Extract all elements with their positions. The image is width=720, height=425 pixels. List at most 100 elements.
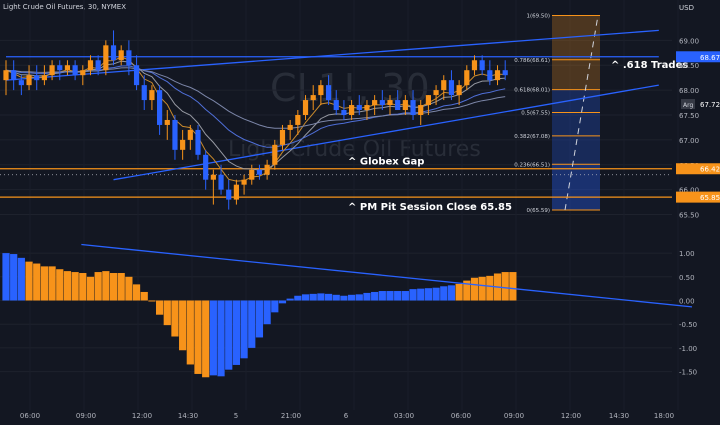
candle-body[interactable] (410, 100, 416, 115)
candle-body[interactable] (87, 60, 94, 71)
candle-body[interactable] (471, 60, 478, 71)
candle-body[interactable] (395, 100, 401, 111)
moving-average-2 (5, 60, 506, 171)
candle-body[interactable] (441, 80, 447, 91)
candle-body[interactable] (387, 100, 393, 106)
arg-tag-label: Arg (683, 102, 693, 109)
candle-body[interactable] (479, 60, 485, 71)
price-tag-label: 68.67 (700, 54, 720, 62)
candle-body[interactable] (279, 129, 286, 145)
candle-body[interactable] (333, 100, 339, 111)
candle-body[interactable] (133, 65, 140, 86)
time-tick-label: 6 (344, 412, 349, 420)
candle-body[interactable] (126, 50, 132, 66)
oscillator-bar (10, 254, 18, 301)
oscillator-bar (278, 300, 287, 304)
oscillator-bar (478, 276, 486, 301)
oscillator-bar (48, 266, 56, 301)
candle-body[interactable] (256, 169, 263, 175)
candle-body[interactable] (64, 65, 71, 71)
candle-body[interactable] (218, 174, 224, 190)
candle-body[interactable] (187, 129, 193, 140)
candle-body[interactable] (172, 119, 178, 150)
oscillator-bar (294, 295, 302, 301)
candle-body[interactable] (372, 100, 378, 106)
candle-body[interactable] (402, 100, 408, 111)
candle-body[interactable] (226, 189, 232, 200)
time-tick-label: 12:00 (561, 412, 581, 420)
candle-body[interactable] (195, 129, 201, 155)
oscillator-bar (470, 277, 479, 301)
fib-zone-middle (552, 89, 600, 165)
candle-body[interactable] (72, 65, 78, 76)
oscillator-bar (171, 300, 179, 337)
candle-body[interactable] (287, 124, 293, 130)
candle-body[interactable] (264, 164, 270, 175)
candle-body[interactable] (379, 100, 385, 106)
candle-body[interactable] (425, 95, 431, 106)
candle-body[interactable] (18, 80, 24, 86)
candle-body[interactable] (210, 174, 216, 180)
oscillator-bar (255, 300, 264, 338)
oscillator-bar (371, 291, 379, 301)
oscillator-bar (401, 291, 409, 301)
price-tag (676, 191, 720, 203)
candle-body[interactable] (34, 75, 40, 81)
candle-body[interactable] (241, 179, 247, 185)
candle-body[interactable] (356, 105, 362, 111)
time-tick-label: 06:00 (451, 412, 471, 420)
candle-body[interactable] (272, 144, 278, 165)
candle-body[interactable] (456, 85, 462, 96)
candle-body[interactable] (118, 50, 124, 61)
oscillator-tick-label: 1.00 (679, 250, 695, 258)
annotation-618-trades: ^ .618 Trades (611, 60, 688, 71)
candle-body[interactable] (203, 154, 209, 180)
candle-body[interactable] (233, 184, 239, 200)
oscillator-bar (348, 294, 356, 301)
candle-body[interactable] (49, 65, 55, 76)
candle-body[interactable] (318, 85, 324, 96)
candle-body[interactable] (103, 45, 109, 71)
candle-body[interactable] (302, 100, 309, 115)
oscillator-bar (194, 300, 202, 374)
candle-body[interactable] (364, 105, 370, 111)
candle-body[interactable] (249, 169, 255, 180)
candle-body[interactable] (310, 95, 316, 101)
candle-body[interactable] (494, 70, 501, 81)
oscillator-bar (417, 288, 425, 301)
candle-body[interactable] (448, 80, 455, 96)
candle-body[interactable] (418, 105, 424, 115)
price-tick-label: 67.00 (679, 137, 699, 145)
fib-level-label: 0.382(67.08) (514, 134, 550, 140)
candle-body[interactable] (3, 70, 9, 81)
candle-body[interactable] (11, 70, 17, 81)
fib-level-label: 0.618(68.01) (514, 88, 550, 94)
oscillator-bar (501, 272, 509, 301)
candle-body[interactable] (180, 139, 186, 150)
candle-body[interactable] (349, 105, 355, 115)
price-tick-label: 65.50 (679, 212, 699, 220)
candle-body[interactable] (157, 90, 163, 125)
candle-body[interactable] (341, 110, 347, 115)
candle-body[interactable] (57, 65, 63, 71)
candle-body[interactable] (464, 70, 470, 86)
candle-body[interactable] (26, 75, 32, 86)
candle-body[interactable] (95, 60, 101, 71)
candle-body[interactable] (295, 115, 301, 125)
candle-body[interactable] (502, 70, 508, 76)
moving-average-1 (5, 56, 506, 182)
candle-body[interactable] (149, 90, 155, 101)
oscillator-tick-label: -1.50 (679, 369, 697, 377)
oscillator-bar (163, 300, 171, 326)
candle-body[interactable] (487, 70, 493, 81)
candle-body[interactable] (41, 75, 47, 81)
candle-body[interactable] (433, 90, 439, 96)
candle-body[interactable] (325, 85, 332, 101)
candle-body[interactable] (80, 70, 86, 76)
oscillator-bar (263, 300, 271, 325)
oscillator-bar (440, 286, 448, 301)
candle-body[interactable] (141, 85, 147, 101)
candle-body[interactable] (110, 45, 117, 61)
candle-body[interactable] (164, 119, 170, 125)
